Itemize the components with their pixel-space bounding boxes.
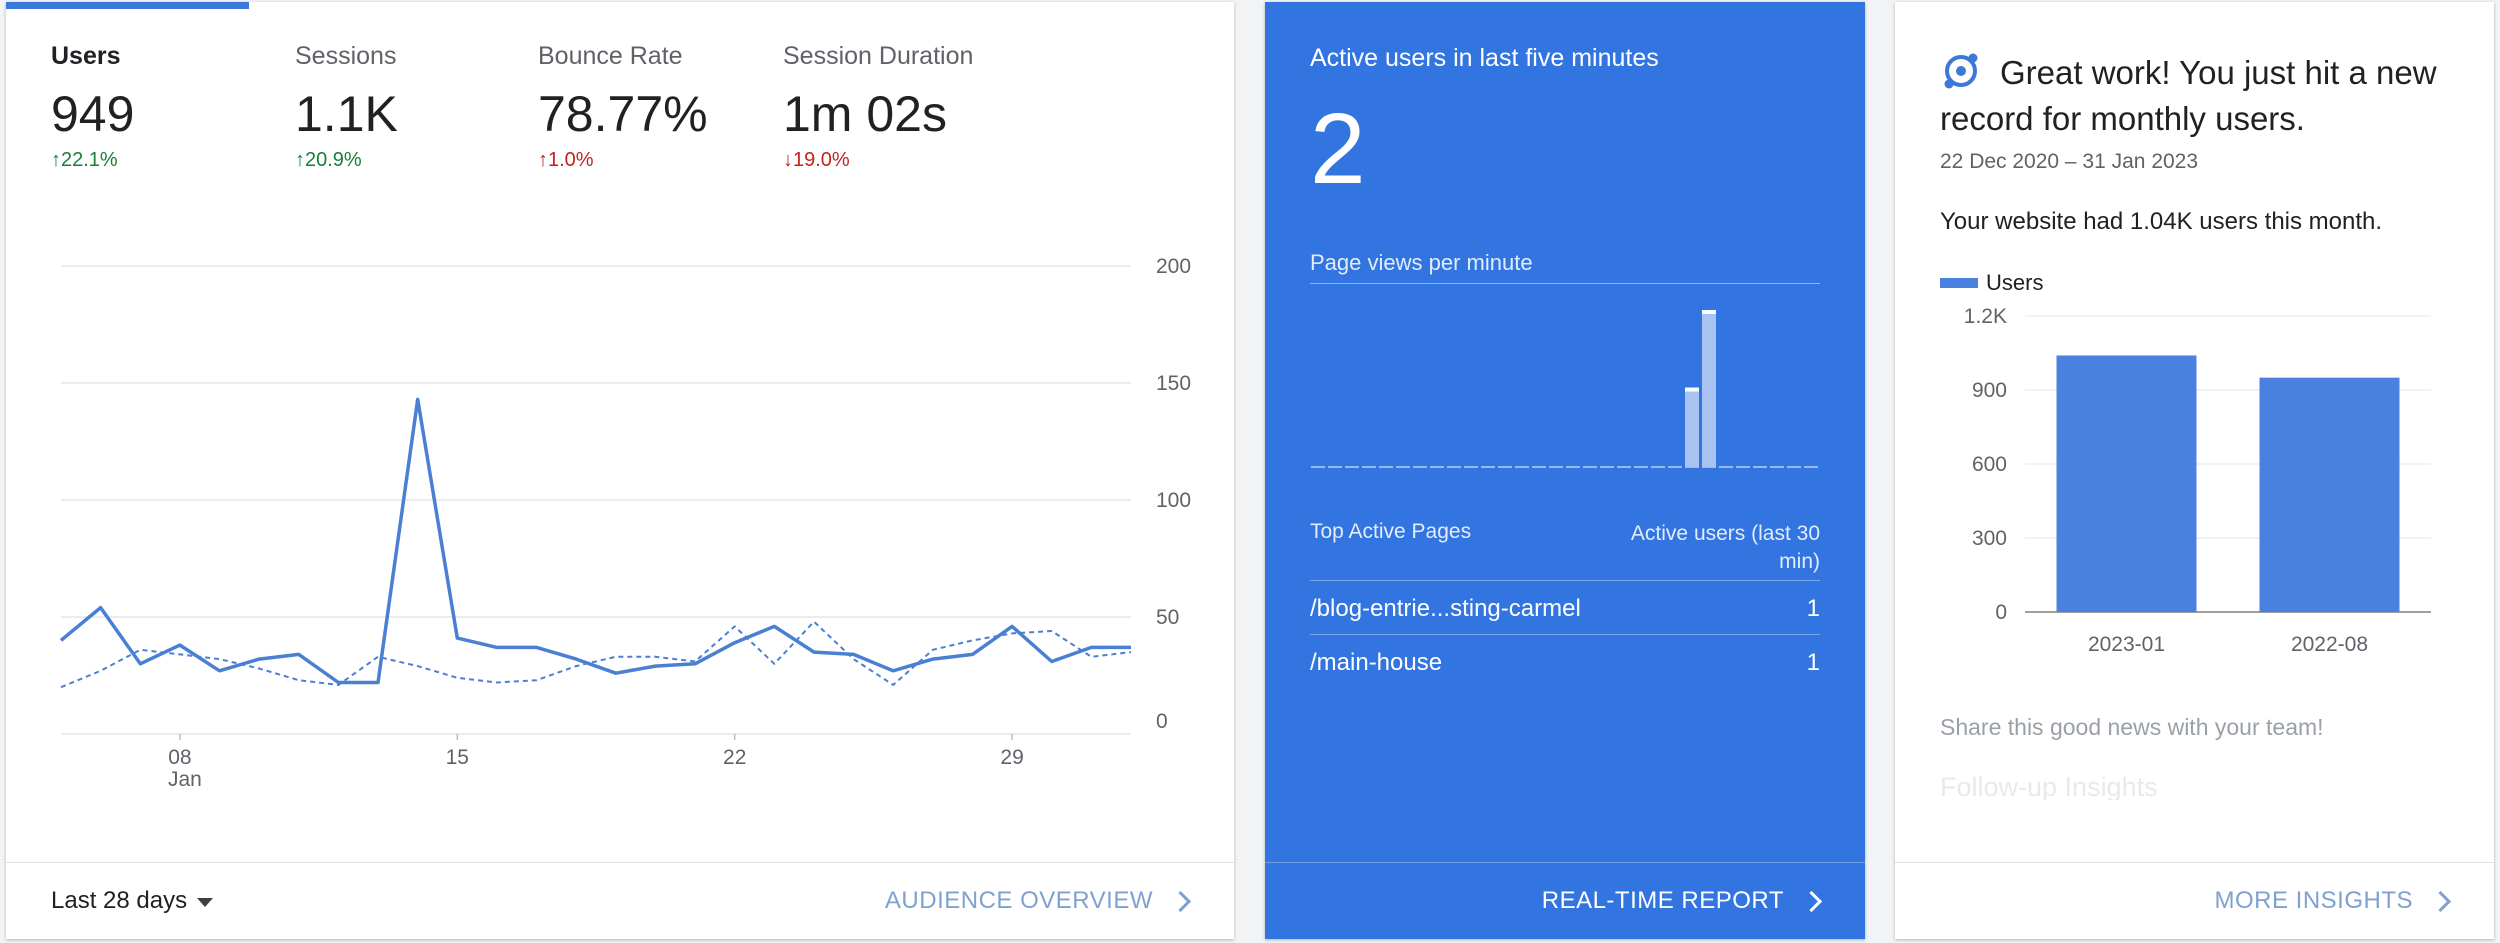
realtime-footer: REAL-TIME REPORT: [1265, 862, 1865, 939]
pageview-bar: [1685, 389, 1699, 467]
metric-label: Sessions: [295, 42, 397, 70]
insight-date-range: 22 Dec 2020 – 31 Jan 2023: [1940, 150, 2199, 173]
caret-down-icon: [197, 898, 214, 907]
more-insights-link[interactable]: MORE INSIGHTS: [2214, 887, 2454, 915]
realtime-title: Active users in last five minutes: [1310, 44, 1659, 72]
chevron-right-icon: [1800, 890, 1823, 912]
audience-overview-card: Users 949 ↑22.1% Sessions 1.1K ↑20.9% Bo…: [6, 2, 1234, 939]
arrow-down-icon: ↓: [783, 149, 793, 171]
x-tick-label: 08: [168, 746, 191, 769]
y-tick-label: 0: [1995, 601, 2007, 624]
metric-value: 949: [51, 86, 135, 142]
realtime-report-label: REAL-TIME REPORT: [1541, 887, 1784, 914]
metric-tab-bounce-rate[interactable]: Bounce Rate 78.77% ↑1.0%: [538, 42, 708, 172]
page-path: /blog-entrie...sting-carmel: [1310, 595, 1581, 622]
realtime-report-link[interactable]: REAL-TIME REPORT: [1542, 887, 1825, 915]
top-pages-header-page: Top Active Pages: [1310, 520, 1472, 543]
top-pages-header-users: Active users (last 30 min): [1630, 522, 1820, 573]
chart-legend: Users: [1940, 270, 2043, 296]
x-tick-label: 2023-01: [2088, 633, 2165, 656]
x-tick-label: 15: [446, 746, 469, 769]
y-tick-label: 200: [1156, 255, 1191, 278]
users-series-line: [59, 397, 1131, 685]
monthly-users-bar-chart: 0 300 600 900 1.2K 2023-01 2022-08: [1964, 305, 2431, 656]
insights-card: Great work! You just hit a new record fo…: [1895, 2, 2494, 939]
metric-change: ↑20.9%: [295, 149, 362, 171]
pageviews-title: Page views per minute: [1310, 250, 1533, 275]
insights-footer: MORE INSIGHTS: [1895, 862, 2494, 939]
comparison-series-line: [60, 620, 1132, 689]
legend-swatch: [1940, 278, 1978, 288]
metric-value: 1m 02s: [783, 86, 947, 142]
x-tick-label: 2022-08: [2291, 633, 2368, 656]
followup-insights-heading: Follow-up Insights: [1940, 772, 2158, 800]
metric-tab-session-duration[interactable]: Session Duration 1m 02s ↓19.0%: [783, 42, 973, 172]
metric-change: ↓19.0%: [783, 149, 850, 171]
arrow-up-icon: ↑: [51, 149, 61, 171]
insight-title: Great work! You just hit a new record fo…: [1940, 54, 2437, 137]
arrow-up-icon: ↑: [538, 149, 548, 171]
metric-label: Users: [51, 42, 121, 70]
metric-tab-users[interactable]: Users 949 ↑22.1%: [51, 42, 134, 172]
divider: [1310, 283, 1820, 284]
metric-tab-sessions[interactable]: Sessions 1.1K ↑20.9%: [295, 42, 398, 172]
date-range-dropdown[interactable]: Last 28 days: [51, 887, 214, 915]
insights-icon: [1944, 53, 1978, 89]
pageviews-per-minute-chart: [1311, 310, 1818, 468]
x-sublabel: Jan: [168, 768, 202, 791]
y-tick-label: 1.2K: [1964, 305, 2007, 328]
metric-change: ↑1.0%: [538, 149, 594, 171]
active-users-count: 2: [1310, 93, 1366, 205]
users-bar: [2056, 355, 2197, 612]
pageview-bar-cap: [1702, 310, 1716, 314]
y-tick-label: 100: [1156, 489, 1191, 512]
y-tick-label: 0: [1156, 710, 1168, 733]
y-tick-label: 300: [1972, 527, 2007, 550]
share-prompt: Share this good news with your team!: [1940, 714, 2324, 740]
x-tick-label: 29: [1000, 746, 1023, 769]
table-row[interactable]: /main-house 1: [1310, 634, 1820, 689]
metric-label: Session Duration: [783, 42, 974, 70]
legend-label: Users: [1986, 270, 2044, 295]
users-bar: [2259, 377, 2400, 612]
y-tick-label: 50: [1156, 606, 1179, 629]
y-tick-label: 900: [1972, 379, 2007, 402]
audience-overview-link[interactable]: AUDIENCE OVERVIEW: [885, 887, 1194, 915]
insight-text: Your website had 1.04K users this month.: [1940, 208, 2383, 235]
page-active-users: 1: [1806, 595, 1820, 622]
users-line-chart: 0 50 100 150 200 08 15 22 29 Jan: [59, 255, 1191, 791]
y-tick-label: 600: [1972, 453, 2007, 476]
date-range-label: Last 28 days: [51, 887, 188, 914]
metric-change: ↑22.1%: [51, 149, 118, 171]
metric-value: 1.1K: [295, 86, 398, 142]
metric-label: Bounce Rate: [538, 42, 683, 70]
y-tick-label: 150: [1156, 372, 1191, 395]
table-row[interactable]: /blog-entrie...sting-carmel 1: [1310, 580, 1820, 635]
audience-overview-label: AUDIENCE OVERVIEW: [884, 887, 1153, 914]
chevron-right-icon: [1169, 890, 1192, 912]
more-insights-label: MORE INSIGHTS: [2214, 887, 2413, 914]
arrow-up-icon: ↑: [295, 149, 305, 171]
chevron-right-icon: [2429, 890, 2452, 912]
x-tick-label: 22: [723, 746, 746, 769]
page-path: /main-house: [1310, 649, 1443, 676]
active-tab-indicator: [6, 2, 249, 9]
audience-footer: Last 28 days AUDIENCE OVERVIEW: [6, 862, 1234, 939]
metric-value: 78.77%: [538, 86, 708, 142]
realtime-card: Active users in last five minutes 2 Page…: [1265, 2, 1865, 939]
page-active-users: 1: [1806, 649, 1820, 676]
pageview-bar-cap: [1685, 387, 1699, 392]
pageview-bar: [1702, 312, 1716, 467]
